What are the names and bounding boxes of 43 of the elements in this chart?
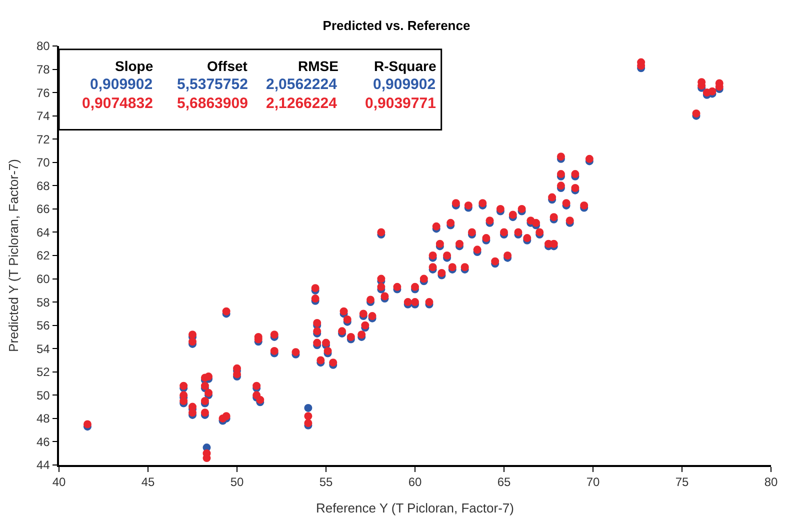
annotation: R-Square: [374, 58, 436, 74]
y-tick-label: 58: [36, 295, 50, 310]
y-tick-label: 64: [36, 225, 50, 240]
x-tick-label: 55: [319, 475, 333, 490]
x-tick-label: 75: [675, 475, 689, 490]
annotation: 5,5375752: [177, 76, 248, 93]
y-tick-label: 52: [36, 365, 50, 380]
annotation: 0,909902: [373, 76, 436, 93]
y-tick-label: 74: [36, 109, 50, 124]
y-tick-label: 76: [36, 86, 50, 100]
y-tick-label: 62: [36, 248, 50, 263]
annotation: 5,6863909: [177, 95, 248, 112]
x-tick-label: 65: [497, 475, 511, 490]
annotation: 0,9039771: [365, 95, 436, 112]
annotation: 2,0562224: [266, 76, 338, 93]
y-tick-label: 68: [36, 178, 50, 193]
annotation: 2,1266224: [266, 95, 338, 112]
x-tick-label: 80: [764, 475, 778, 490]
y-tick-label: 60: [36, 272, 50, 286]
y-tick-label: 50: [36, 388, 50, 402]
y-tick-label: 54: [36, 342, 50, 356]
chart-title: Predicted vs. Reference: [322, 18, 470, 34]
y-tick-label: 44: [36, 458, 50, 472]
annotation: 0,909902: [90, 76, 153, 93]
y-tick-label: 72: [36, 132, 50, 146]
x-tick-label: 50: [230, 475, 244, 490]
y-tick-label: 56: [36, 318, 50, 333]
annotation: 0,9074832: [82, 95, 153, 112]
x-tick-label: 40: [52, 475, 66, 490]
annotation: RMSE: [298, 58, 338, 74]
x-axis-title: Reference Y (T Picloran, Factor-7): [316, 500, 514, 516]
y-tick-label: 80: [36, 39, 50, 54]
y-tick-label: 46: [36, 434, 50, 449]
annotation: Slope: [115, 58, 154, 74]
annotation: Offset: [207, 58, 248, 74]
y-tick-label: 70: [36, 156, 50, 170]
y-tick-label: 48: [36, 412, 50, 426]
y-tick-label: 78: [36, 62, 50, 76]
x-tick-label: 60: [408, 475, 422, 490]
y-axis-title: Predicted Y (T Picloran, Factor-7): [6, 159, 21, 352]
x-tick-label: 70: [586, 475, 600, 490]
x-tick-label: 45: [141, 475, 155, 490]
y-tick-label: 66: [36, 202, 50, 216]
